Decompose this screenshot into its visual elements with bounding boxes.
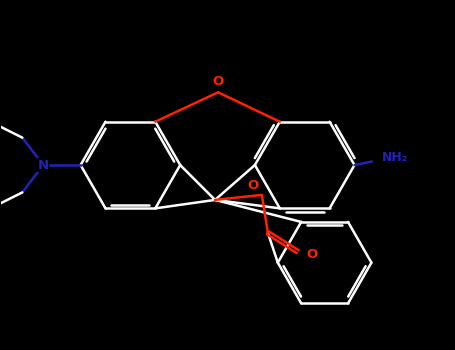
Text: O: O [306,248,317,261]
Text: O: O [247,180,258,193]
Text: NH₂: NH₂ [382,151,408,164]
Text: N: N [38,159,49,172]
Text: O: O [212,75,224,88]
